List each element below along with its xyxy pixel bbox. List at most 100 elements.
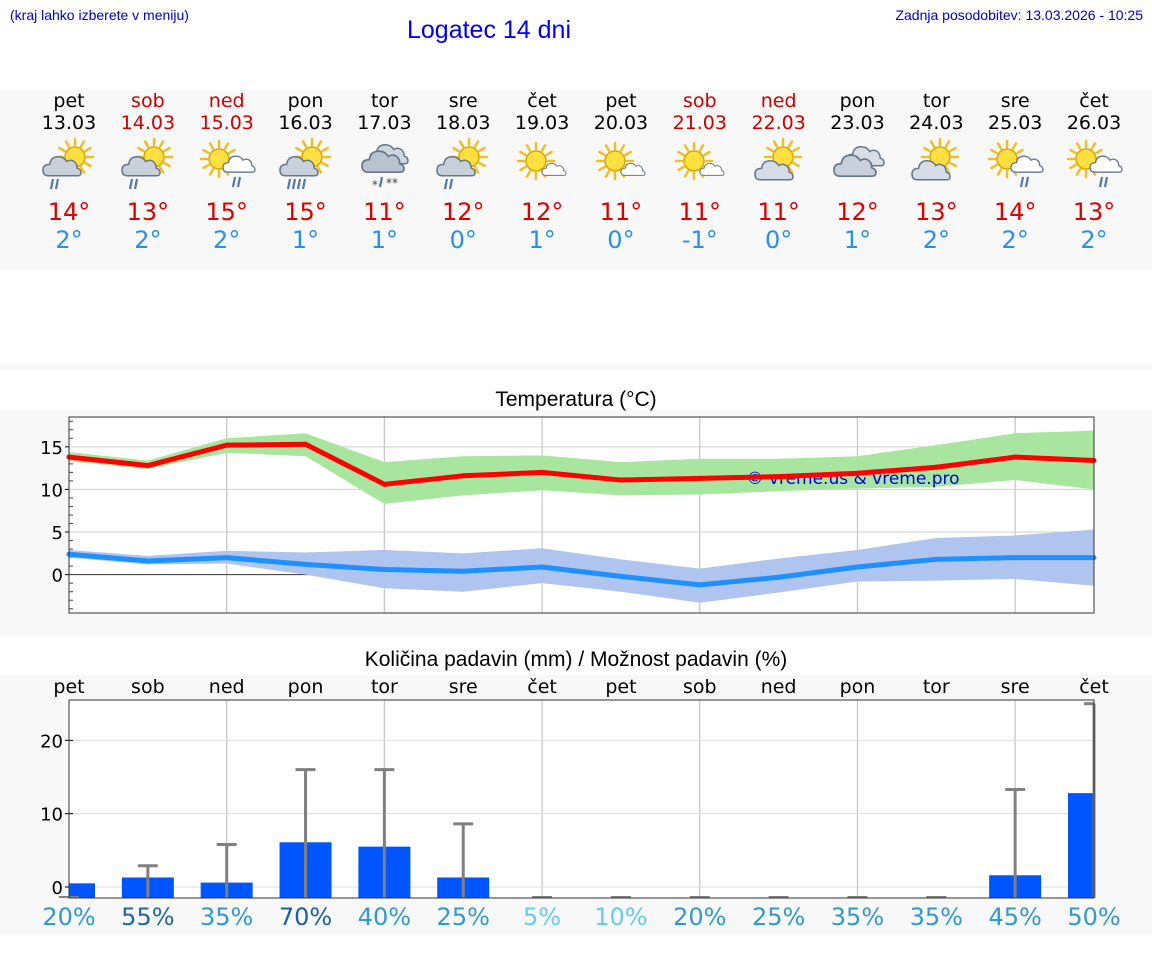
precip-day-label: pon [840, 676, 876, 698]
day-min-temp: 0° [449, 226, 477, 254]
day-date: 14.03 [120, 112, 176, 134]
sun-cloud-rain-icon [42, 137, 95, 190]
precipitation-chart-title: Količina padavin (mm) / Možnost padavin … [364, 648, 788, 671]
precip-day-label: čet [1079, 676, 1109, 698]
plot-area [69, 700, 1094, 898]
day-date: 23.03 [830, 112, 885, 134]
temperature-chart-title: Temperatura (°C) [495, 388, 657, 411]
precip-chance-label: 35% [909, 903, 963, 931]
min-temp-point [145, 558, 151, 564]
sun-small-cloud-icon [595, 141, 646, 181]
precip-chance-label: 45% [988, 903, 1042, 931]
max-temp-point [303, 441, 309, 447]
max-temp-point [933, 464, 939, 470]
day-date: 19.03 [514, 112, 570, 134]
precip-chance-label: 50% [1067, 903, 1121, 931]
day-min-temp: 2° [134, 226, 162, 254]
day-max-temp: 12° [836, 198, 879, 226]
precip-chance-label: 25% [436, 903, 490, 931]
min-temp-point [776, 574, 782, 580]
day-date: 25.03 [987, 112, 1043, 134]
day-name: tor [370, 90, 398, 112]
max-temp-point [224, 442, 230, 448]
min-temp-point [224, 555, 230, 561]
max-temp-line [68, 441, 1095, 487]
plot-border [68, 699, 1095, 899]
min-temp-point [933, 556, 939, 562]
min-temp-point [697, 582, 703, 588]
sun-cloud-heavy-rain-icon [278, 137, 331, 190]
day-date: 13.03 [41, 112, 97, 134]
day-date: 17.03 [357, 112, 412, 134]
precip-day-label: sob [131, 676, 165, 698]
day-max-temp: 11° [363, 198, 406, 226]
sun-cloud-light-rain-icon [987, 139, 1044, 188]
y-tick-label: 10 [40, 480, 63, 501]
precip-day-label: ned [761, 676, 797, 698]
sun-cloud-light-rain-icon [1066, 139, 1123, 188]
y-tick-label: 0 [52, 878, 63, 899]
max-temp-point [697, 475, 703, 481]
day-max-temp: 13° [126, 198, 170, 226]
precip-chance-label: 70% [278, 903, 333, 931]
day-min-temp: 2° [922, 226, 950, 254]
day-max-temp: 12° [441, 198, 485, 226]
y-tick-label: 15 [40, 438, 63, 459]
cloudy-icon [832, 146, 885, 178]
day-max-temp: 15° [284, 198, 327, 226]
max-temp-point [539, 469, 545, 475]
day-name: pon [839, 90, 876, 112]
precip-day-label: ned [209, 676, 245, 698]
min-temp-point [460, 568, 466, 574]
min-temp-point [539, 564, 545, 570]
day-min-temp: 2° [1001, 226, 1029, 254]
precip-chance-label: 25% [751, 903, 806, 931]
precipitation-chart: pet sob ned pon tor sre čet pet sob ned pon tor sre č… [40, 676, 1109, 899]
day-name: pet [53, 90, 85, 112]
sun-behind-cloud-icon [753, 137, 802, 181]
precip-chance-label: 20% [673, 903, 727, 931]
max-temp-point [460, 473, 466, 479]
day-min-temp: 1° [370, 226, 399, 254]
max-temp-point [854, 470, 860, 476]
max-temp-range-band [69, 430, 1094, 504]
svg-text:*: * [372, 178, 378, 192]
svg-text:**: ** [386, 176, 398, 190]
sun-cloud-light-rain-icon [199, 139, 256, 188]
section-divider [0, 365, 1152, 370]
max-temp-point [145, 463, 151, 469]
max-temp-point [618, 477, 624, 483]
precip-day-label: čet [527, 676, 557, 698]
day-name: sob [683, 90, 717, 112]
day-max-temp: 13° [1072, 198, 1116, 226]
day-max-temp: 11° [599, 198, 643, 226]
day-name: čet [1079, 90, 1109, 112]
y-tick-label: 5 [52, 523, 63, 544]
day-name: sre [1000, 90, 1030, 112]
sun-cloud-rain-icon [436, 137, 489, 190]
day-min-temp: 2° [1080, 226, 1108, 254]
y-tick-label: 0 [52, 566, 63, 587]
page-title: Logatec 14 dni [406, 16, 572, 44]
precip-chance-label: 35% [830, 903, 885, 931]
min-temp-point [1012, 555, 1018, 561]
day-date: 26.03 [1066, 112, 1122, 134]
day-name: sob [131, 90, 165, 112]
min-temp-point [381, 567, 387, 573]
precip-chance-label: 35% [200, 903, 254, 931]
day-date: 21.03 [672, 112, 727, 134]
max-temp-point [1012, 454, 1018, 460]
precip-day-label: sob [683, 676, 717, 698]
precip-chance-label: 20% [42, 903, 96, 931]
forecast-strip-background [0, 90, 1152, 270]
precip-chance-label: 10% [594, 903, 648, 931]
y-tick-label: 10 [40, 805, 63, 826]
precip-day-label: pet [605, 676, 636, 698]
day-name: ned [760, 90, 797, 112]
day-max-temp: 14° [993, 198, 1037, 226]
day-name: ned [208, 90, 245, 112]
day-name: pet [605, 90, 637, 112]
day-name: tor [922, 90, 950, 112]
precip-day-label: tor [923, 676, 950, 698]
